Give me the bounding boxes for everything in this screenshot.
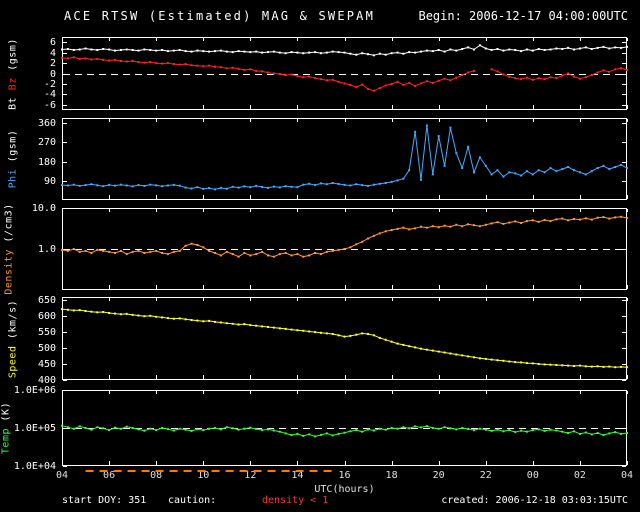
y-tick-label: 4 <box>49 47 56 59</box>
y-tick-label: 180 <box>37 156 56 168</box>
axis-label-part: (gsm) <box>7 129 19 163</box>
axis-label-part: (K) <box>0 401 12 422</box>
axis-label-part: Bt <box>7 89 19 110</box>
x-tick-label: 10 <box>197 470 210 481</box>
panel-border <box>62 390 627 466</box>
y-axis-label-speed: Speed (km/s) <box>8 299 19 377</box>
x-tick-label: 12 <box>244 470 257 481</box>
y-tick-label: 600 <box>37 310 56 322</box>
axis-label-part: Temp <box>0 421 12 455</box>
created-timestamp: created: 2006-12-18 03:03:15UTC <box>441 495 628 506</box>
series-temp <box>61 424 628 438</box>
plot-panel-speed <box>61 297 628 381</box>
caution-label: caution: <box>168 495 217 506</box>
x-tick-label: 06 <box>103 470 116 481</box>
axis-label-part: (/cm3) <box>3 203 15 243</box>
axis-label-part: (km/s) <box>7 299 19 339</box>
x-tick-label: 22 <box>479 470 492 481</box>
x-tick-label: 18 <box>385 470 398 481</box>
plot-panel-mag <box>61 37 628 110</box>
x-tick-label: 14 <box>291 470 304 481</box>
x-tick-label: 20 <box>432 470 445 481</box>
axis-label-part: (gsm) <box>7 37 19 71</box>
y-tick-label: 360 <box>37 117 56 129</box>
y-axis-label-density: Density (/cm3) <box>4 203 15 294</box>
caution-span <box>85 470 333 472</box>
x-axis-title: UTC(hours) <box>314 484 375 495</box>
y-tick-label: 1.0E+04 <box>13 460 56 472</box>
y-axis-label-temp: Temp (K) <box>1 402 12 454</box>
panel-border <box>62 37 627 110</box>
axis-label-part: Bz <box>7 70 19 90</box>
series-phi <box>61 124 628 191</box>
axis-label-part: Phi <box>7 162 19 189</box>
series-speed <box>61 308 628 369</box>
y-tick-label: 1.0E+06 <box>13 384 56 396</box>
series-bz <box>61 56 628 92</box>
axis-label-part: Speed <box>7 338 19 378</box>
y-tick-label: 450 <box>37 358 56 370</box>
begin-timestamp: Begin: 2006-12-17 04:00:00UTC <box>418 9 628 23</box>
x-tick-label: 04 <box>55 470 69 481</box>
y-tick-label: 6 <box>49 36 56 48</box>
chart-title: ACE RTSW (Estimated) MAG & SWEPAM <box>64 9 376 23</box>
y-tick-label: 0 <box>49 68 56 80</box>
panel-border <box>62 118 627 200</box>
plot-panel-phi <box>61 118 628 200</box>
footer-start-doy: start DOY: 351 <box>62 495 147 506</box>
caution-value: density < 1 <box>262 495 329 506</box>
y-tick-label: 550 <box>37 326 56 338</box>
x-tick-label: 00 <box>526 470 539 481</box>
y-tick-label: 500 <box>37 342 56 354</box>
x-tick-label: 02 <box>573 470 586 481</box>
y-tick-label: -2 <box>43 78 56 90</box>
plot-panel-temp <box>61 390 628 467</box>
y-tick-label: 2 <box>49 57 56 69</box>
y-tick-label: 10.0 <box>31 202 56 214</box>
y-tick-label: 1.0 <box>37 243 56 255</box>
y-tick-label: 650 <box>37 294 56 306</box>
y-tick-label: 400 <box>37 374 56 386</box>
y-tick-label: -4 <box>43 88 56 100</box>
y-tick-label: -6 <box>43 99 56 111</box>
y-tick-label: 1.0E+05 <box>13 422 56 434</box>
x-tick-label: 04 <box>620 470 634 481</box>
y-axis-label-mag: Bt Bz (gsm) <box>8 38 19 110</box>
series-density <box>61 215 628 258</box>
series-bt <box>61 44 628 57</box>
y-tick-label: 90 <box>43 175 56 187</box>
panel-border <box>62 297 627 380</box>
y-tick-label: 270 <box>37 136 56 148</box>
x-tick-label: 08 <box>150 470 163 481</box>
axis-label-part: Density <box>3 242 15 295</box>
x-tick-label: 16 <box>338 470 351 481</box>
plot-panel-density <box>61 208 628 290</box>
y-axis-label-phi: Phi (gsm) <box>8 130 19 189</box>
